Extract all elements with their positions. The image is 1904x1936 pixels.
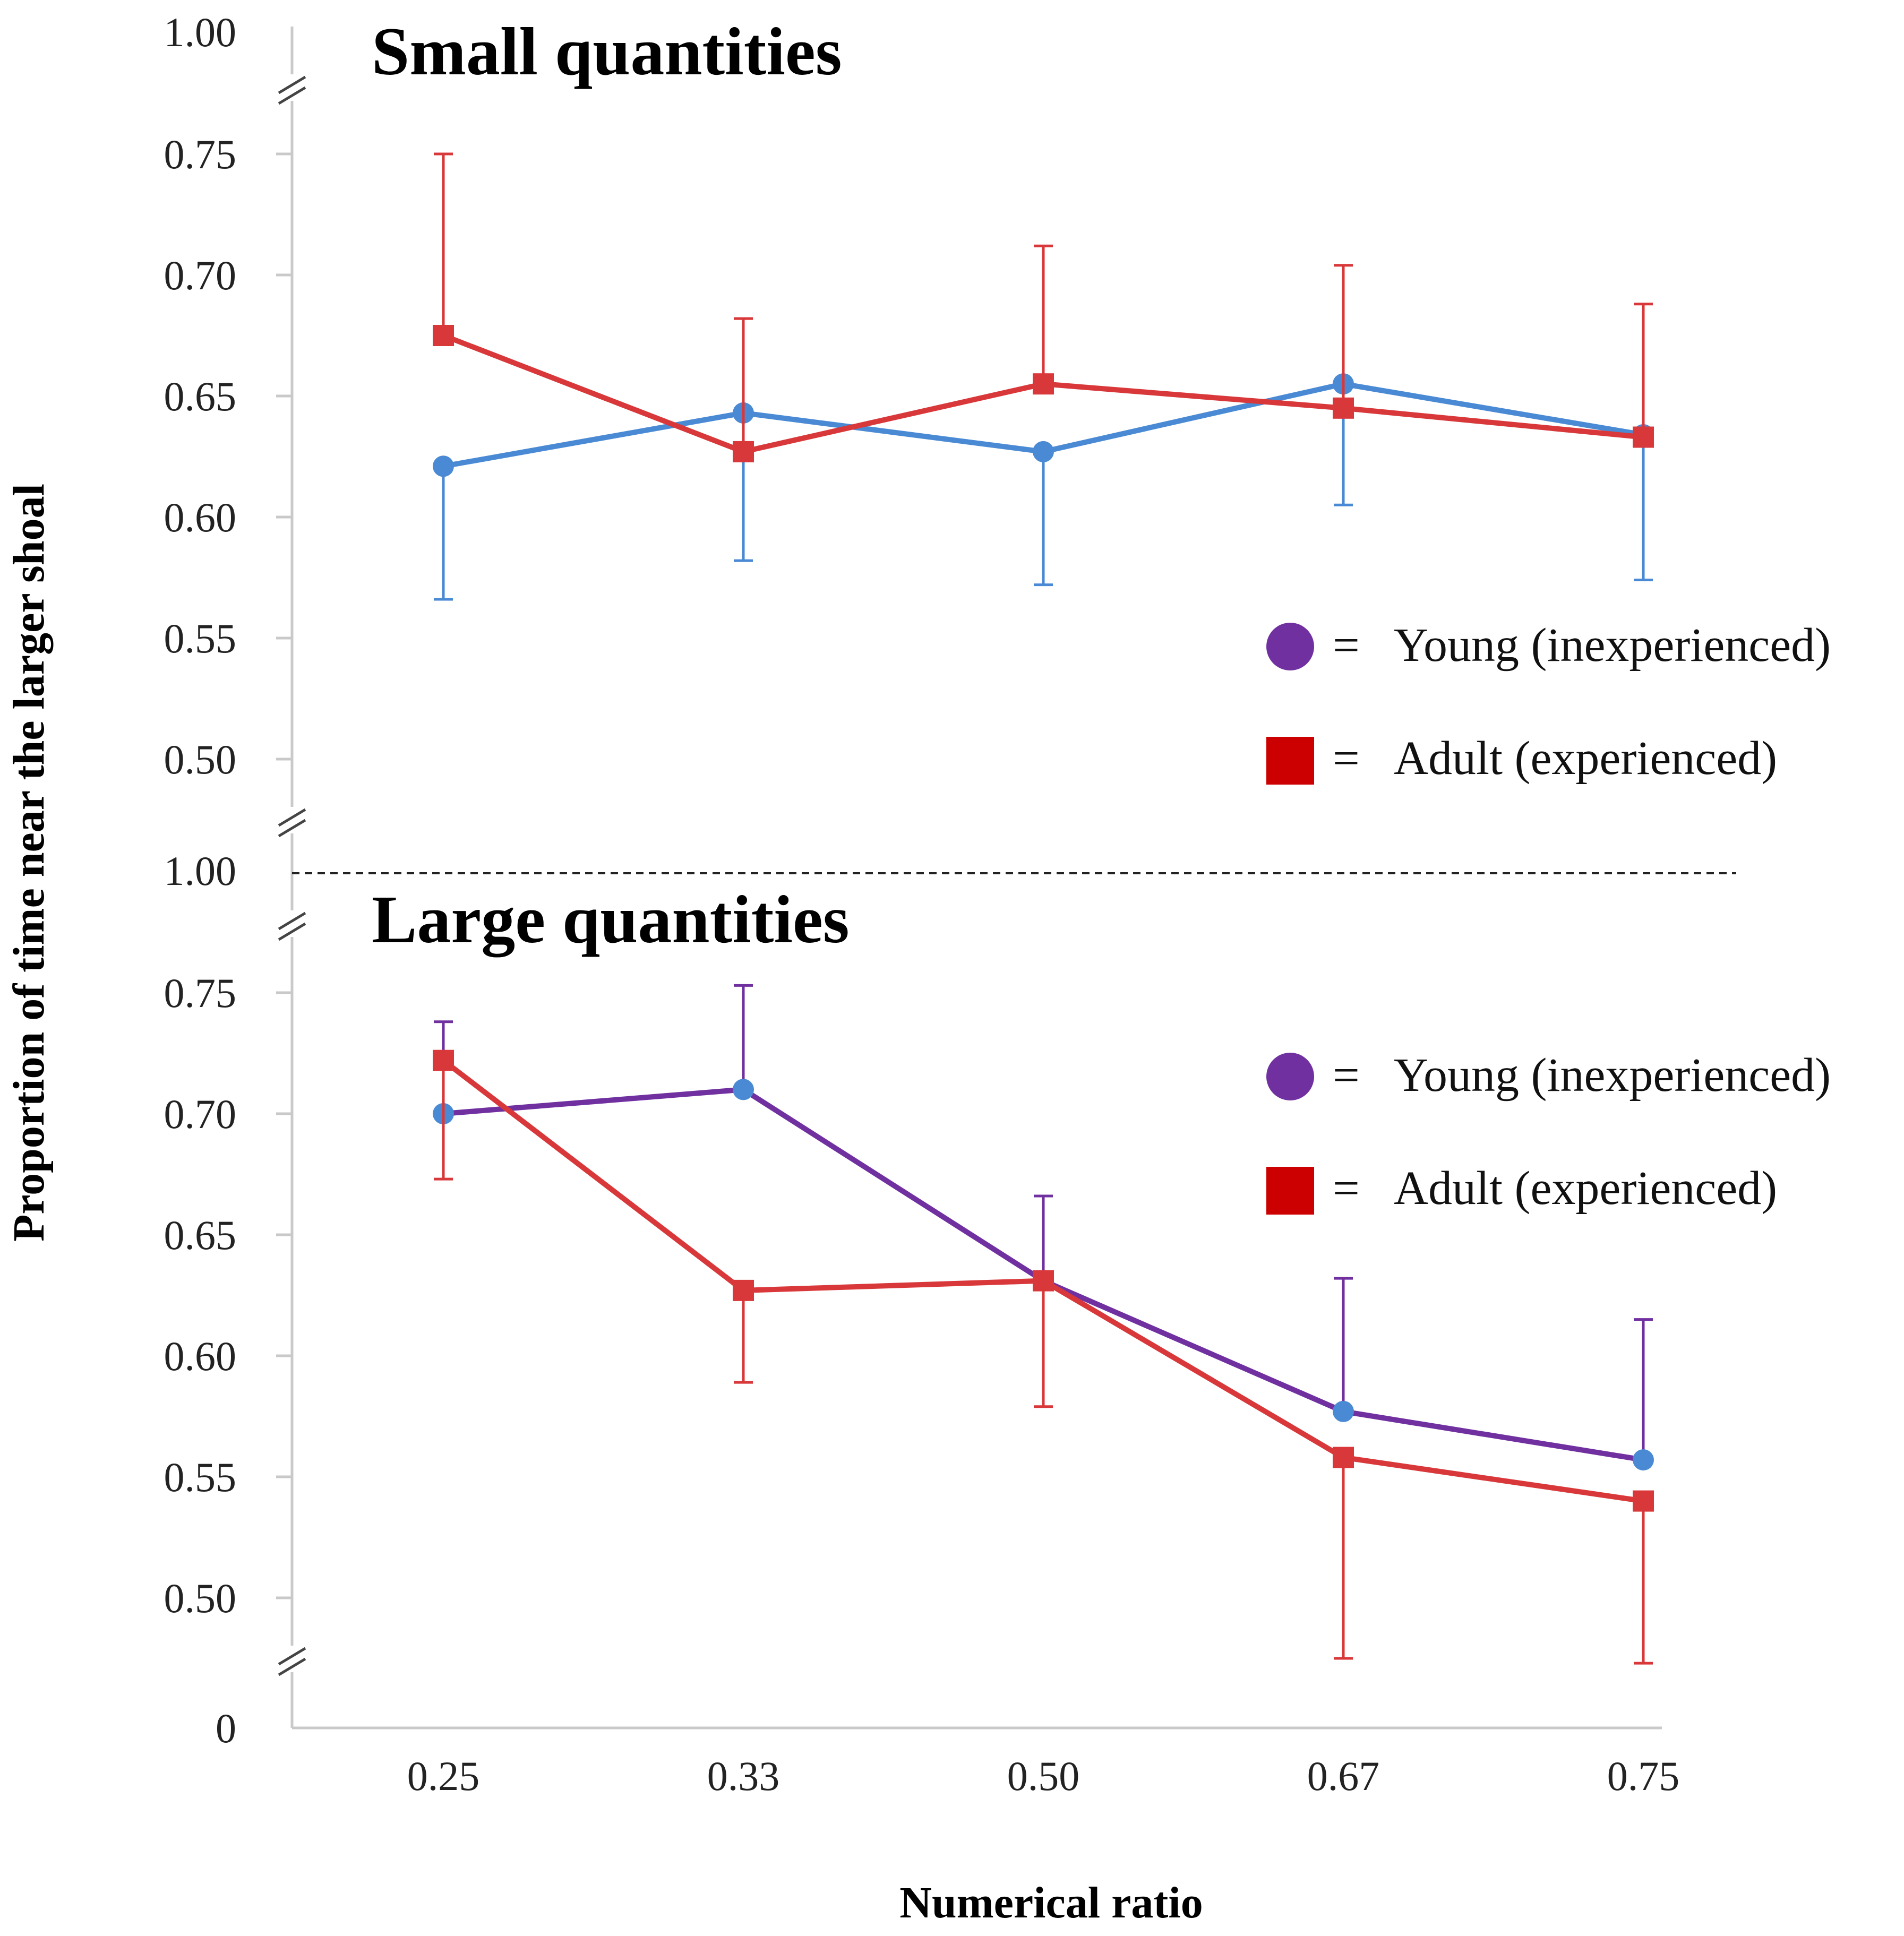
legend-young-marker <box>1266 623 1314 670</box>
series-group <box>433 152 1654 1665</box>
legend-young-label: Young (inexperienced) <box>1394 619 1831 672</box>
data-point <box>1033 441 1054 462</box>
y-tick-label: 0.75 <box>164 131 237 177</box>
x-tick-label: 0.75 <box>1607 1753 1680 1799</box>
y-tick-label: 0.60 <box>164 1333 237 1379</box>
y-tick-label: 0.70 <box>164 1091 237 1137</box>
axes <box>290 27 1662 1730</box>
legend-adult-label: Adult (experienced) <box>1394 1162 1777 1215</box>
x-axis-label: Numerical ratio <box>899 1878 1203 1928</box>
data-point <box>433 325 454 346</box>
y-tick-label: 0.70 <box>164 252 237 298</box>
data-point <box>1333 1400 1354 1422</box>
legend-adult-label: Adult (experienced) <box>1394 732 1777 785</box>
y-tick-label: 0.55 <box>164 1454 237 1500</box>
y-tick-label: 0.65 <box>164 1212 237 1258</box>
data-point <box>1033 1270 1054 1292</box>
data-point <box>433 455 454 477</box>
axis-break-mark <box>278 922 306 941</box>
x-tick-label: 0.67 <box>1307 1753 1380 1799</box>
axis-break-mark <box>278 911 306 931</box>
y-axis-label: Proportion of time near the larger shoal <box>4 484 54 1242</box>
axis-break-mark <box>278 808 306 827</box>
axis-break-mark <box>278 75 306 94</box>
panel-title-large: Large quantities <box>372 882 850 957</box>
tick-group: 0.50 0.55 0.60 0.65 0.70 0.75 1.00 0.50 0.55 0.60… <box>164 9 1680 1799</box>
y-tick-label: 0.50 <box>164 1575 237 1621</box>
data-point <box>1633 1449 1654 1471</box>
data-point <box>1333 1447 1354 1468</box>
data-point <box>733 1279 754 1301</box>
y-tick-label: 0.65 <box>164 373 237 419</box>
legend-adult-marker <box>1266 737 1314 785</box>
x-tick-label: 0.33 <box>707 1753 780 1799</box>
y-tick-label-break: 1.00 <box>164 9 237 55</box>
legend-adult-marker <box>1266 1167 1314 1215</box>
axis-break-mark <box>278 1647 306 1666</box>
x-tick-label: 0.25 <box>407 1753 480 1799</box>
axis-break-mark <box>278 1657 306 1676</box>
y-tick-label: 0.55 <box>164 615 237 661</box>
data-point <box>733 441 754 462</box>
data-point <box>1633 1490 1654 1512</box>
data-point <box>1333 397 1354 419</box>
axis-break-mark <box>278 86 306 105</box>
series-circle <box>433 373 1654 601</box>
legend-equals: = <box>1333 732 1360 785</box>
data-point <box>433 1049 454 1071</box>
legend-small: = Young (inexperienced) = Adult (experie… <box>1266 619 1831 785</box>
data-point <box>1633 426 1654 448</box>
data-point <box>733 1079 754 1100</box>
y-tick-label: 0.60 <box>164 494 237 540</box>
legend-large: = Young (inexperienced) = Adult (experie… <box>1266 1049 1831 1215</box>
data-point <box>1033 373 1054 395</box>
axis-breaks <box>278 75 306 1676</box>
y-tick-label-break: 1.00 <box>164 848 237 894</box>
series-square <box>433 1049 1654 1665</box>
y-tick-label: 0.75 <box>164 970 237 1016</box>
series-square <box>433 152 1654 462</box>
legend-equals: = <box>1333 619 1360 672</box>
legend-young-marker <box>1266 1053 1314 1100</box>
legend-equals: = <box>1333 1049 1360 1102</box>
y-tick-label: 0.50 <box>164 736 237 782</box>
axis-break-mark <box>278 819 306 838</box>
legend-equals: = <box>1333 1162 1360 1215</box>
panel-title-small: Small quantities <box>372 14 842 89</box>
legend-young-label: Young (inexperienced) <box>1394 1049 1831 1102</box>
x-tick-label: 0.50 <box>1007 1753 1080 1799</box>
y-tick-label-zero: 0 <box>216 1705 236 1751</box>
